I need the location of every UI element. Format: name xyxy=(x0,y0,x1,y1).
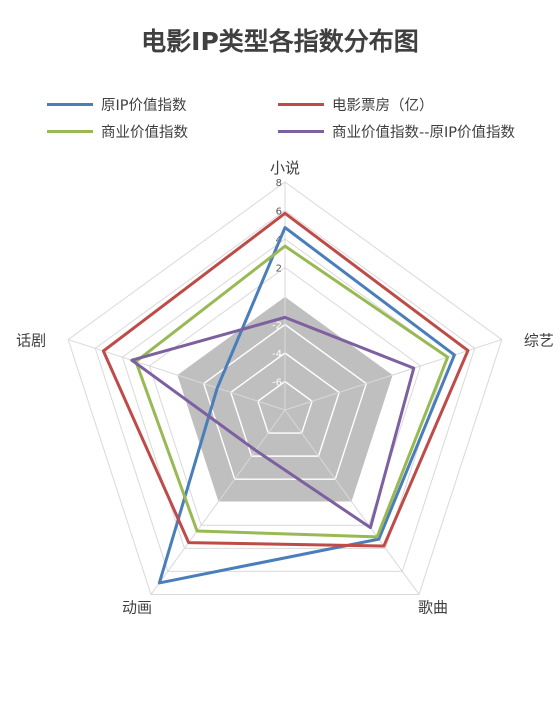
grid-ring xyxy=(94,209,476,572)
category-label: 综艺 xyxy=(524,332,554,350)
series-line xyxy=(101,211,470,548)
radial-tick-label: 8 xyxy=(276,178,282,189)
legend-swatch xyxy=(278,129,324,133)
legend-label: 原IP价值指数 xyxy=(101,97,187,114)
chart-title: 电影IP类型各指数分布图 xyxy=(141,27,419,56)
radial-tick-label: -6 xyxy=(272,378,282,389)
series-line xyxy=(130,315,416,530)
category-label: 动画 xyxy=(122,598,152,616)
category-label: 话剧 xyxy=(16,332,46,350)
grid-ring xyxy=(202,323,368,480)
legend-swatch xyxy=(47,102,93,106)
series-line xyxy=(157,226,456,585)
radial-tick-label: -2 xyxy=(272,321,282,332)
legend-item-商业价值指数: 商业价值指数 xyxy=(47,120,188,142)
legend-label: 电影票房（亿） xyxy=(332,97,434,114)
grid-ring xyxy=(67,181,503,595)
legend-swatch xyxy=(278,102,324,106)
legend-label: 商业价值指数 xyxy=(101,124,188,141)
category-label: 小说 xyxy=(270,159,300,177)
axis-spoke xyxy=(284,409,420,595)
radial-tick-label: 2 xyxy=(276,264,282,275)
grid-ring xyxy=(175,295,395,503)
legend-item-电影票房: 电影票房（亿） xyxy=(278,93,434,115)
radial-tick-label: 0 xyxy=(276,292,282,303)
axis-spoke xyxy=(150,409,286,595)
legend-swatch xyxy=(47,129,93,133)
grid-ring xyxy=(229,352,341,457)
legend-label: 商业价值指数--原IP价值指数 xyxy=(332,124,515,141)
grid-ring xyxy=(257,380,313,434)
category-label: 歌曲 xyxy=(418,598,448,616)
legend-item-原IP价值指数: 原IP价值指数 xyxy=(47,93,187,115)
series-line xyxy=(134,244,450,539)
legend-item-差值指数: 商业价值指数--原IP价值指数 xyxy=(278,120,515,142)
axis-spoke xyxy=(284,339,502,411)
radial-tick-label: -4 xyxy=(272,349,282,360)
radial-tick-label: 6 xyxy=(276,207,282,218)
